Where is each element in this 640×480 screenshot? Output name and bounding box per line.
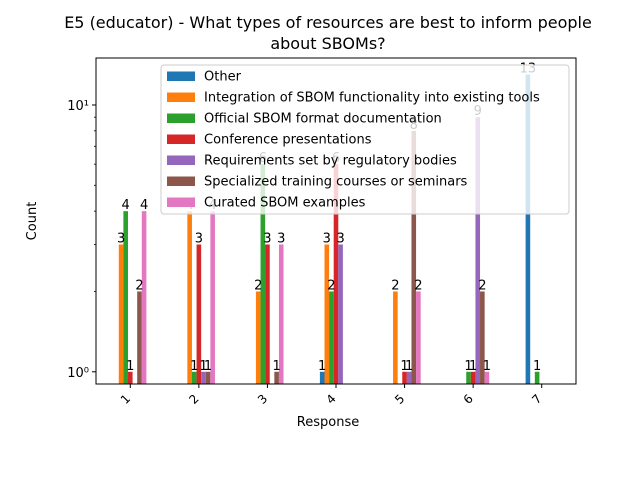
legend-label: Specialized training courses or seminars — [204, 175, 468, 190]
bar-series-1-cat-7 — [525, 74, 531, 384]
bar-series-3-cat-1 — [123, 211, 128, 384]
x-tick-label: 3 — [255, 392, 270, 407]
bar-series-2-cat-2 — [187, 211, 192, 384]
x-tick-label: 5 — [392, 392, 407, 407]
bar-series-2-cat-5 — [393, 291, 398, 384]
data-label: 3 — [117, 231, 125, 246]
legend-swatch — [167, 176, 195, 186]
data-label: 1 — [190, 359, 198, 374]
legend-swatch — [167, 71, 195, 81]
data-label: 1 — [464, 359, 472, 374]
bar-series-7-cat-2 — [210, 211, 215, 384]
bar-series-5-cat-6 — [475, 117, 481, 384]
data-label: 2 — [327, 278, 335, 293]
data-label: 2 — [135, 278, 143, 293]
x-tick-label: 4 — [324, 392, 339, 407]
legend-swatch — [167, 92, 195, 102]
legend-swatch — [167, 197, 195, 207]
data-label: 3 — [323, 231, 331, 246]
data-label: 4 — [140, 198, 148, 213]
x-tick-label: 2 — [186, 392, 201, 407]
data-label: 1 — [204, 359, 212, 374]
data-label: 1 — [318, 359, 326, 374]
bar-series-3-cat-6 — [466, 371, 471, 384]
bar-series-2-cat-4 — [324, 244, 330, 384]
data-label: 1 — [199, 359, 207, 374]
bar-series-7-cat-5 — [416, 291, 421, 384]
bar-series-4-cat-6 — [470, 371, 476, 384]
chart-title-line-1: E5 (educator) - What types of resources … — [64, 13, 592, 32]
x-tick-label: 7 — [529, 392, 544, 407]
bar-series-5-cat-2 — [201, 371, 206, 384]
legend-swatch — [167, 134, 195, 144]
legend-label: Integration of SBOM functionality into e… — [204, 91, 540, 106]
data-label: 3 — [263, 231, 271, 246]
bar-series-5-cat-5 — [406, 371, 412, 384]
bar-series-6-cat-2 — [205, 371, 211, 384]
bar-series-7-cat-6 — [484, 371, 490, 384]
x-tick-label: 1 — [118, 392, 133, 407]
y-tick-label: 10⁰ — [67, 366, 89, 381]
data-label: 4 — [122, 198, 130, 213]
legend: Other Integration of SBOM functionality i… — [160, 64, 570, 215]
data-label: 1 — [533, 359, 541, 374]
bar-series-6-cat-5 — [411, 130, 417, 384]
y-tick-label: 10¹ — [67, 99, 89, 114]
bar-series-5-cat-4 — [338, 244, 343, 384]
data-label: 2 — [478, 278, 486, 293]
bar-series-3-cat-7 — [534, 371, 540, 384]
legend-label: Other — [204, 70, 242, 85]
data-label: 1 — [405, 359, 413, 374]
bar-series-4-cat-1 — [127, 371, 133, 384]
legend-label: Conference presentations — [204, 133, 372, 148]
legend-label: Requirements set by regulatory bodies — [204, 154, 457, 169]
legend-label: Curated SBOM examples — [204, 196, 366, 211]
data-label: 1 — [272, 359, 280, 374]
data-label: 2 — [414, 278, 422, 293]
bar-series-4-cat-4 — [333, 164, 339, 384]
bar-series-3-cat-3 — [260, 164, 266, 384]
bar-series-7-cat-1 — [141, 211, 147, 384]
x-axis-label: Response — [297, 415, 359, 430]
data-label: 3 — [336, 231, 344, 246]
bar-series-4-cat-2 — [196, 244, 202, 384]
x-ticks-layer: 1 2 3 4 5 6 7 — [118, 384, 545, 407]
y-ticks-layer: 10⁰ 10¹ — [67, 99, 96, 381]
bar-series-4-cat-5 — [402, 371, 407, 384]
data-label: 2 — [391, 278, 399, 293]
legend-frame — [160, 64, 570, 215]
data-label: 1 — [126, 359, 134, 374]
legend-swatch — [167, 155, 195, 165]
data-label: 3 — [195, 231, 203, 246]
bars-layer — [118, 74, 540, 384]
data-label: 1 — [469, 359, 477, 374]
y-axis-label: Count — [25, 202, 40, 241]
data-label: 3 — [277, 231, 285, 246]
chart-title-line-2: about SBOMs? — [270, 34, 385, 53]
legend-label: Official SBOM format documentation — [204, 112, 442, 127]
bar-series-1-cat-4 — [319, 371, 325, 384]
data-label: 1 — [400, 359, 408, 374]
bar-series-2-cat-1 — [118, 244, 124, 384]
bar-series-4-cat-3 — [265, 244, 270, 384]
bar-series-2-cat-3 — [255, 291, 261, 384]
bar-series-6-cat-6 — [480, 291, 485, 384]
bar-series-3-cat-4 — [329, 291, 334, 384]
data-label: 1 — [483, 359, 491, 374]
bar-series-6-cat-1 — [137, 291, 142, 384]
bar-series-6-cat-3 — [274, 371, 279, 384]
data-label: 2 — [254, 278, 262, 293]
legend-swatch — [167, 113, 195, 123]
x-tick-label: 6 — [461, 392, 476, 407]
bar-series-3-cat-2 — [191, 371, 197, 384]
bar-series-7-cat-3 — [278, 244, 284, 384]
